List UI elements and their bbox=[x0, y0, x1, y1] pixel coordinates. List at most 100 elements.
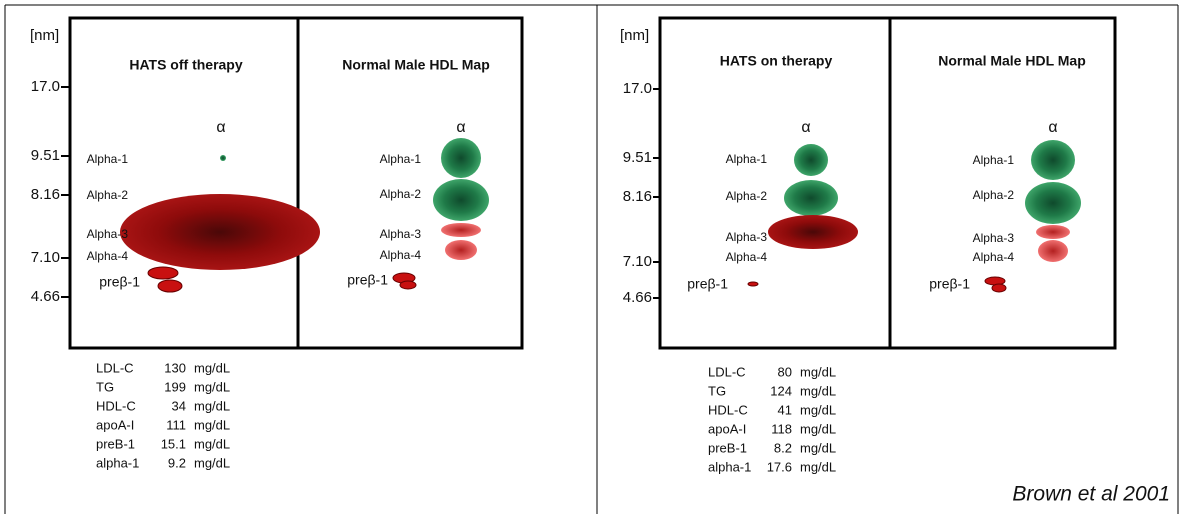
band-label: Alpha-1 bbox=[87, 152, 129, 166]
hdl-spot bbox=[399, 280, 417, 290]
lab-name: alpha-1 bbox=[708, 459, 751, 474]
hdl-spot bbox=[147, 266, 179, 280]
hdl-spot bbox=[120, 194, 320, 270]
lab-unit: mg/dL bbox=[194, 379, 230, 394]
band-label: Alpha-2 bbox=[380, 187, 422, 201]
hdl-spot bbox=[784, 180, 838, 216]
hdl-spot bbox=[984, 276, 1006, 286]
axis-tick-label: 4.66 bbox=[623, 289, 652, 306]
axis-tick-label: 4.66 bbox=[31, 288, 60, 305]
lab-value: 130 bbox=[164, 360, 186, 375]
lab-unit: mg/dL bbox=[194, 455, 230, 470]
lab-unit: mg/dL bbox=[194, 417, 230, 432]
lab-unit: mg/dL bbox=[800, 440, 836, 455]
lab-unit: mg/dL bbox=[800, 383, 836, 398]
lab-value: 34 bbox=[172, 398, 186, 413]
lab-value: 111 bbox=[166, 417, 186, 432]
lab-value: 124 bbox=[770, 383, 792, 398]
axis-tick-label: 9.51 bbox=[623, 149, 652, 166]
axis-tick-label: 8.16 bbox=[31, 186, 60, 203]
axis-unit: [nm] bbox=[30, 27, 59, 44]
map-frame bbox=[68, 16, 524, 350]
hdl-spot bbox=[441, 223, 481, 237]
band-label: Alpha-3 bbox=[973, 231, 1015, 245]
lab-name: HDL-C bbox=[96, 398, 136, 413]
lab-value: 8.2 bbox=[774, 440, 792, 455]
axis-tick-label: 8.16 bbox=[623, 188, 652, 205]
alpha-symbol: α bbox=[456, 119, 465, 136]
band-label: Alpha-4 bbox=[973, 250, 1015, 264]
lab-value: 9.2 bbox=[168, 455, 186, 470]
lab-value: 17.6 bbox=[767, 459, 792, 474]
map-frame bbox=[658, 16, 1117, 350]
lab-unit: mg/dL bbox=[194, 436, 230, 451]
lab-unit: mg/dL bbox=[194, 360, 230, 375]
lab-name: preB-1 bbox=[96, 436, 135, 451]
prebeta-label: preβ-1 bbox=[99, 274, 140, 290]
hdl-spot bbox=[220, 155, 226, 161]
hdl-spot bbox=[433, 179, 489, 221]
band-label: Alpha-3 bbox=[87, 227, 129, 241]
band-label: Alpha-3 bbox=[726, 230, 768, 244]
map-title: HATS off therapy bbox=[129, 57, 243, 73]
prebeta-label: preβ-1 bbox=[347, 272, 388, 288]
map-title: Normal Male HDL Map bbox=[342, 57, 490, 73]
hdl-spot bbox=[441, 138, 481, 178]
axis-tick-label: 17.0 bbox=[31, 78, 60, 95]
lab-unit: mg/dL bbox=[800, 459, 836, 474]
map-title: HATS on therapy bbox=[720, 53, 833, 69]
band-label: Alpha-4 bbox=[726, 250, 768, 264]
hdl-spot bbox=[991, 283, 1007, 293]
band-label: Alpha-2 bbox=[87, 188, 129, 202]
lab-value: 199 bbox=[164, 379, 186, 394]
axis-tick-label: 9.51 bbox=[31, 147, 60, 164]
prebeta-label: preβ-1 bbox=[687, 276, 728, 292]
alpha-symbol: α bbox=[801, 119, 810, 136]
citation: Brown et al 2001 bbox=[1012, 483, 1170, 506]
lab-name: TG bbox=[708, 383, 726, 398]
band-label: Alpha-4 bbox=[380, 248, 422, 262]
prebeta-label: preβ-1 bbox=[929, 276, 970, 292]
lab-value: 118 bbox=[771, 421, 792, 436]
hdl-spot bbox=[1031, 140, 1075, 180]
hdl-spot bbox=[157, 279, 183, 293]
axis-tick-label: 7.10 bbox=[31, 249, 60, 266]
lab-name: apoA-I bbox=[96, 417, 134, 432]
axis-tick-label: 17.0 bbox=[623, 80, 652, 97]
hdl-spot bbox=[794, 144, 828, 176]
lab-unit: mg/dL bbox=[194, 398, 230, 413]
lab-name: preB-1 bbox=[708, 440, 747, 455]
lab-name: HDL-C bbox=[708, 402, 748, 417]
lab-unit: mg/dL bbox=[800, 402, 836, 417]
alpha-symbol: α bbox=[1048, 119, 1057, 136]
band-label: Alpha-1 bbox=[726, 152, 768, 166]
band-label: Alpha-2 bbox=[726, 189, 768, 203]
alpha-symbol: α bbox=[216, 119, 225, 136]
map-title: Normal Male HDL Map bbox=[938, 53, 1086, 69]
frame bbox=[4, 4, 1179, 514]
hdl-spot bbox=[1025, 182, 1081, 224]
lab-value: 41 bbox=[778, 402, 792, 417]
hdl-spot bbox=[1036, 225, 1070, 239]
band-label: Alpha-4 bbox=[87, 249, 129, 263]
lab-name: apoA-I bbox=[708, 421, 746, 436]
lab-unit: mg/dL bbox=[800, 364, 836, 379]
band-label: Alpha-1 bbox=[380, 152, 422, 166]
axis-tick-label: 7.10 bbox=[623, 253, 652, 270]
lab-name: alpha-1 bbox=[96, 455, 139, 470]
lab-name: LDL-C bbox=[708, 364, 746, 379]
lab-unit: mg/dL bbox=[800, 421, 836, 436]
hdl-spot bbox=[1038, 240, 1068, 262]
lab-name: LDL-C bbox=[96, 360, 134, 375]
band-label: Alpha-3 bbox=[380, 227, 422, 241]
lab-value: 15.1 bbox=[161, 436, 186, 451]
hdl-spot bbox=[445, 240, 477, 260]
band-label: Alpha-2 bbox=[973, 188, 1015, 202]
hdl-spot bbox=[768, 215, 858, 249]
hdl-spot bbox=[747, 281, 759, 287]
band-label: Alpha-1 bbox=[973, 153, 1015, 167]
lab-value: 80 bbox=[778, 364, 792, 379]
axis-unit: [nm] bbox=[620, 27, 649, 44]
